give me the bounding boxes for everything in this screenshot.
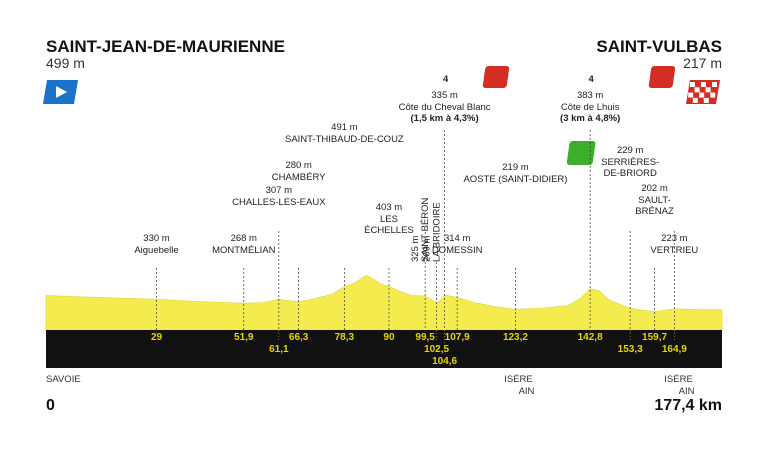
km-marker-9: 107,9 [445,332,470,343]
checker-square [712,82,717,87]
climb-category-number-11: 4 [589,74,595,85]
region-label-1: ISÈRE [504,374,533,385]
km-marker-11: 142,8 [578,332,603,343]
place-label-13-0: SAULT- [638,195,671,206]
km-marker-7: 102,5 [424,344,449,355]
place-label-13-1: BRÉNAZ [635,206,674,217]
place-label-3-0: CHAMBÉRY [272,172,326,183]
start-km: 0 [46,397,55,414]
region-sub-2: AIN [679,386,695,397]
start-altitude: 499 m [46,55,85,71]
finish-name: SAINT-VULBAS [596,37,722,56]
altitude-label-6: 325 m [410,236,421,262]
altitude-label-11: 383 m [577,90,603,101]
km-marker-13: 159,7 [642,332,667,343]
place-label-9-0: DOMESSIN [432,245,483,256]
climb-category-badge [648,66,676,88]
place-label-5-1: ÉCHELLES [364,225,414,236]
checker-square [699,92,705,98]
km-marker-4: 78,3 [335,332,355,343]
checker-square [710,92,716,98]
place-label-14-0: VERTRIEU [650,245,698,256]
place-label-6: SAINT-BÉRON [420,197,431,262]
place-label-1-0: MONTMÉLIAN [212,245,275,256]
checker-square [703,97,709,103]
checker-square [688,92,694,98]
place-label-12-0: SERRIÈRES- [601,157,659,168]
place-label-4-0: SAINT-THIBAUD-DE-COUZ [285,134,404,145]
altitude-label-12: 229 m [617,145,643,156]
climb-category-number-8: 4 [443,74,449,85]
altitude-label-9: 314 m [444,233,470,244]
place-label-2-0: CHALLES-LES-EAUX [232,197,326,208]
altitude-label-8: 335 m [431,90,457,101]
finish-km: 177,4 km [654,397,722,414]
place-label-0-0: Aiguebelle [134,245,178,256]
km-marker-0: 29 [151,332,163,343]
region-label-0: SAVOIE [46,374,81,385]
region-sub-1: AIN [519,386,535,397]
sprint-icon [526,148,537,158]
altitude-label-3: 280 m [285,160,311,171]
region-label-2: ISÈRE [664,374,693,385]
altitude-label-14: 223 m [661,233,687,244]
sprint-badge [566,141,596,165]
place-label-8-0: Côte du Cheval Blanc [399,102,491,113]
altitude-label-4: 491 m [331,122,357,133]
km-marker-12: 153,3 [618,344,643,355]
checker-square [694,87,700,93]
altitude-label-5: 403 m [376,202,402,213]
km-marker-14: 164,9 [662,344,687,355]
place-label-11-0: Côte de Lhuis [561,102,620,113]
altitude-label-10: 219 m [502,162,528,173]
km-band [46,330,722,368]
climb-detail-11: (3 km à 4,8%) [560,113,620,124]
place-label-10-0: AOSTE (SAINT-DIDIER) [463,174,567,185]
climb-category-badge [482,66,510,88]
checker-square [701,82,706,87]
start-arrow-icon [56,86,67,98]
climb-detail-8: (1,5 km à 4,3%) [411,113,479,124]
altitude-label-7: 269 m [422,236,433,262]
km-marker-1: 51,9 [234,332,254,343]
km-marker-10: 123,2 [503,332,528,343]
altitude-label-1: 268 m [231,233,257,244]
place-label-7: LA BRIDOIRE [432,202,443,262]
checker-square [690,82,695,87]
place-label-5-0: LES [380,214,398,225]
km-marker-2: 61,1 [269,344,289,355]
checker-square [692,97,698,103]
checker-square [705,87,711,93]
km-marker-8: 104,6 [432,356,457,367]
start-name: SAINT-JEAN-DE-MAURIENNE [46,37,285,56]
profile-area [45,274,723,331]
altitude-label-13: 202 m [641,183,667,194]
altitude-label-2: 307 m [266,185,292,196]
finish-altitude: 217 m [683,55,722,71]
km-marker-5: 90 [383,332,395,343]
altitude-label-0: 330 m [143,233,169,244]
place-label-12-1: DE-BRIORD [604,168,657,179]
km-marker-3: 66,3 [289,332,309,343]
km-marker-6: 99,5 [415,332,435,343]
